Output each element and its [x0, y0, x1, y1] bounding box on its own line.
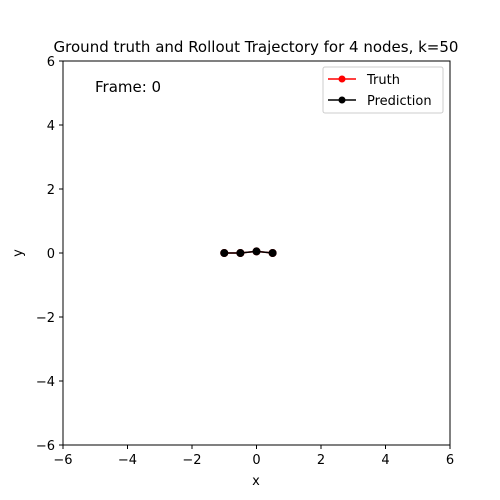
x-tick-label: −4 — [118, 453, 137, 468]
plot-frame — [62, 60, 451, 446]
x-tick-label: 2 — [317, 453, 325, 468]
y-axis-label: y — [11, 249, 26, 257]
x-axis-ticks: −6 −4 −2 0 2 4 6 — [53, 445, 454, 468]
y-tick-label: 2 — [47, 183, 55, 198]
legend-label-truth: Truth — [366, 73, 400, 88]
legend-marker-truth — [338, 75, 346, 83]
legend-label-prediction: Prediction — [367, 94, 432, 109]
x-tick-label: −6 — [53, 453, 72, 468]
y-tick-label: −6 — [36, 439, 55, 454]
series-prediction — [220, 247, 277, 257]
y-tick-label: −4 — [36, 375, 55, 390]
series-line-prediction — [224, 250, 273, 254]
legend-marker-prediction — [338, 96, 346, 104]
x-tick-label: 6 — [446, 453, 454, 468]
chart-title: Ground truth and Rollout Trajectory for … — [54, 38, 459, 56]
legend: Truth Prediction — [322, 66, 444, 114]
x-tick-label: 4 — [381, 453, 389, 468]
y-tick-label: 6 — [47, 55, 55, 70]
y-tick-label: 0 — [47, 247, 55, 262]
x-axis-label: x — [252, 474, 260, 489]
y-axis-ticks: −6 −4 −2 0 2 4 6 — [36, 55, 63, 454]
data-point-prediction — [252, 247, 261, 256]
series-layer — [220, 247, 277, 257]
data-point-prediction — [220, 249, 229, 257]
x-tick-label: −2 — [182, 453, 201, 468]
y-tick-label: −2 — [36, 311, 55, 326]
frame-annotation: Frame: 0 — [95, 78, 161, 96]
data-point-prediction — [236, 249, 245, 257]
x-tick-label: 0 — [252, 453, 260, 468]
y-tick-label: 4 — [47, 119, 55, 134]
data-point-prediction — [268, 249, 277, 257]
